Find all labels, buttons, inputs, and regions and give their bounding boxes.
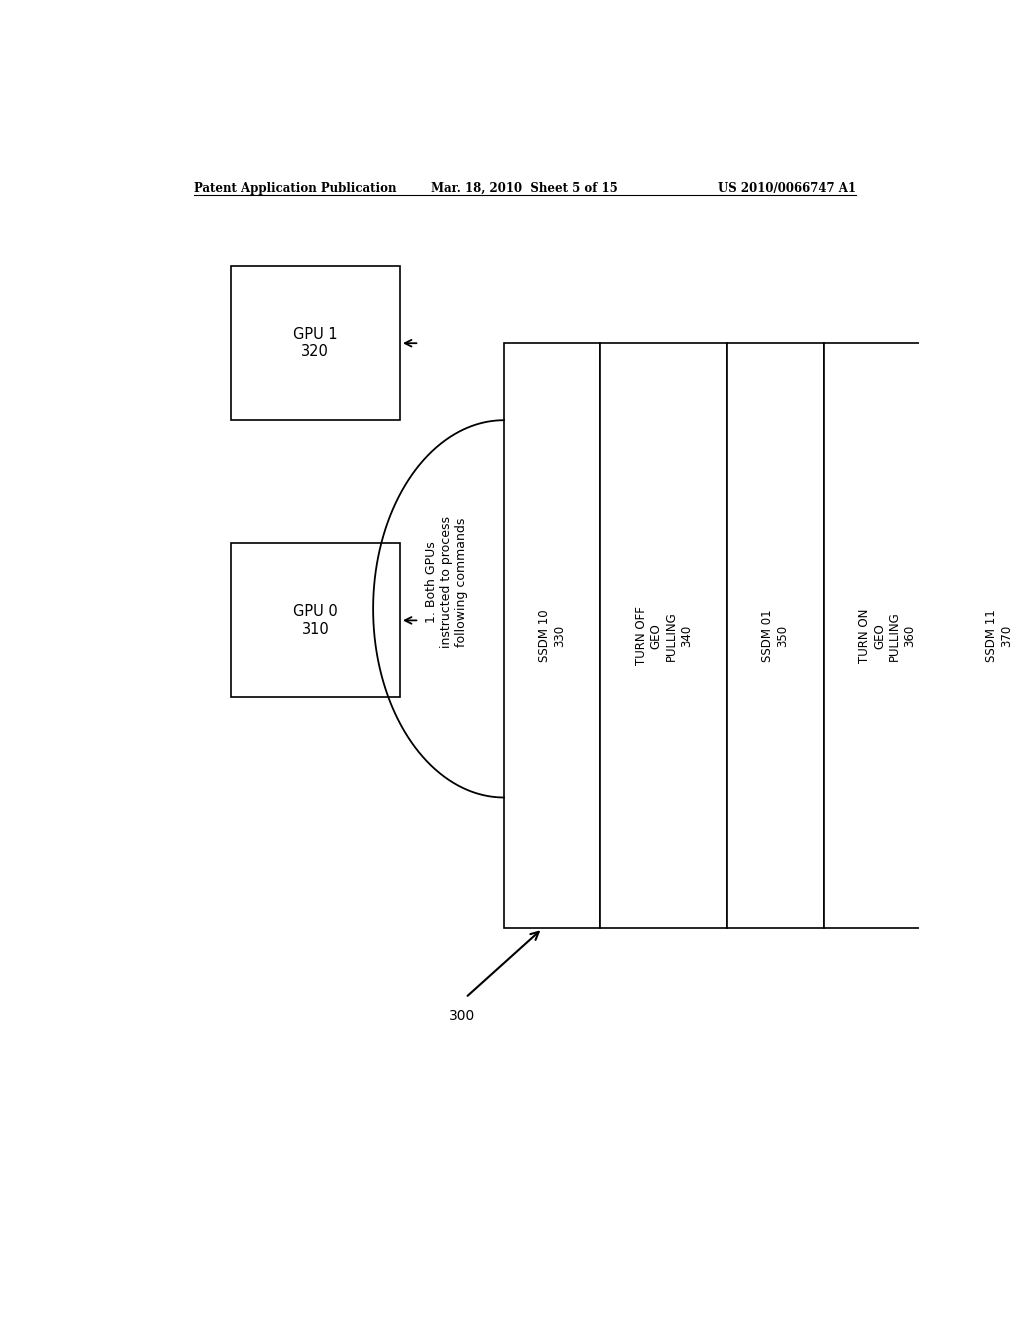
Text: 300: 300 [449,1010,475,1023]
Text: Mar. 18, 2010  Sheet 5 of 15: Mar. 18, 2010 Sheet 5 of 15 [431,182,618,194]
Text: US 2010/0066747 A1: US 2010/0066747 A1 [718,182,856,194]
Bar [600,343,727,928]
Bar [950,343,1024,928]
Text: SSDM 10
330: SSDM 10 330 [539,610,566,663]
Text: SSDM 11
370: SSDM 11 370 [985,610,1013,663]
Text: TURN ON
GEO
PULLING
360: TURN ON GEO PULLING 360 [858,609,916,663]
Text: 1. Both GPUs
instructed to process
following commands: 1. Both GPUs instructed to process follo… [425,516,468,648]
Bar [823,343,950,928]
Text: GPU 1
320: GPU 1 320 [293,327,338,359]
Text: GPU 0
310: GPU 0 310 [293,605,338,636]
Bar [230,267,400,420]
Text: TURN OFF
GEO
PULLING
340: TURN OFF GEO PULLING 340 [635,606,693,665]
Bar [230,544,400,697]
Text: SSDM 01
350: SSDM 01 350 [762,610,790,663]
Bar [727,343,823,928]
Bar [504,343,600,928]
Text: Patent Application Publication: Patent Application Publication [194,182,396,194]
